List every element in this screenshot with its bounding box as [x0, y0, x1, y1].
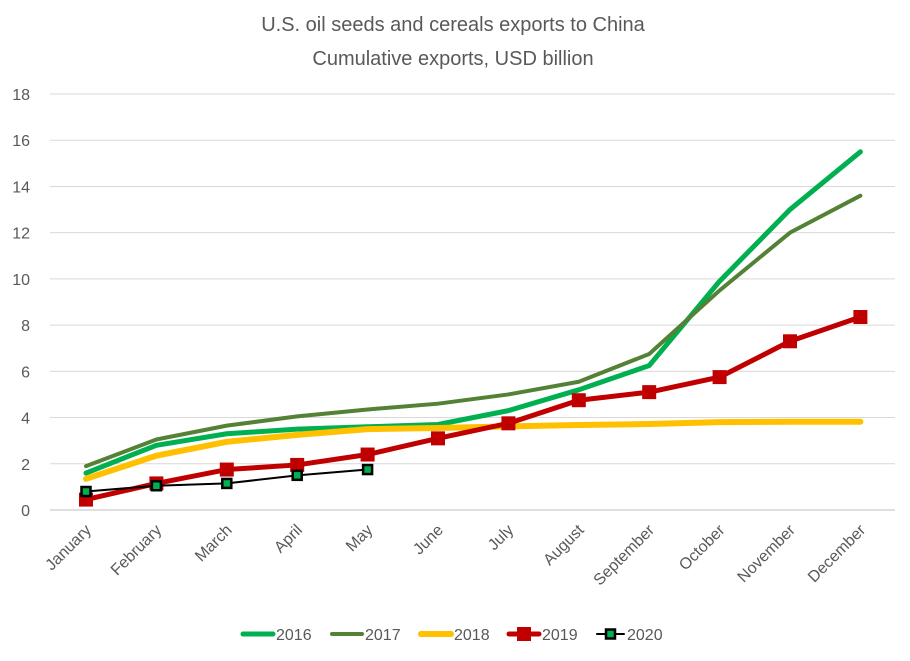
legend-label: 2020 — [627, 627, 663, 644]
x-tick-label: August — [540, 521, 588, 569]
data-point — [360, 447, 375, 462]
y-tick-label: 8 — [21, 318, 30, 335]
legend: 2016 2017 2018 2019 2020 — [240, 627, 663, 644]
series-line-2016 — [83, 149, 863, 476]
data-point — [712, 370, 727, 385]
x-tick-label: December — [805, 521, 870, 586]
x-tick-label: November — [735, 521, 800, 586]
legend-item-2016: 2016 — [240, 627, 312, 644]
data-point — [150, 479, 163, 492]
x-tick-label: July — [485, 522, 517, 554]
series-2016 — [83, 149, 863, 476]
series-lines — [79, 149, 868, 507]
data-point — [431, 431, 445, 446]
y-axis-ticks: 0 2 4 6 8 10 12 14 16 18 — [12, 87, 30, 520]
series-2019 — [79, 310, 868, 507]
data-point — [291, 469, 303, 482]
legend-marker — [517, 627, 531, 641]
series-line-2019 — [83, 314, 863, 503]
series-2017 — [84, 193, 863, 469]
y-tick-label: 10 — [12, 272, 30, 289]
x-tick-label: June — [410, 522, 447, 559]
y-tick-label: 16 — [12, 133, 30, 150]
series-2020 — [80, 463, 374, 498]
legend-label: 2016 — [276, 627, 312, 644]
data-point — [290, 457, 305, 472]
legend-label: 2018 — [454, 627, 490, 644]
data-point — [361, 463, 374, 476]
x-tick-label: February — [108, 522, 165, 579]
y-tick-label: 18 — [12, 87, 30, 104]
series-line-2017 — [84, 193, 863, 469]
legend-label: 2017 — [365, 627, 401, 644]
data-point — [501, 416, 516, 431]
y-tick-label: 4 — [21, 411, 30, 428]
data-point — [853, 310, 868, 325]
data-point — [571, 393, 586, 408]
y-tick-label: 2 — [21, 457, 30, 474]
legend-item-2018: 2018 — [418, 627, 490, 644]
x-tick-label: October — [676, 521, 729, 574]
legend-item-2020: 2020 — [596, 627, 663, 644]
data-point — [783, 334, 797, 349]
series-2018 — [83, 418, 864, 482]
chart-subtitle: Cumulative exports, USD billion — [312, 48, 593, 70]
legend-item-2019: 2019 — [506, 627, 578, 644]
legend-label: 2019 — [542, 627, 578, 644]
y-tick-label: 6 — [21, 364, 30, 381]
data-point — [80, 485, 92, 498]
y-tick-label: 0 — [21, 503, 30, 520]
x-tick-label: January — [43, 522, 95, 574]
series-line-2018 — [83, 418, 864, 482]
x-axis-ticks: January February March April May June July Augu… — [43, 521, 870, 589]
gridlines — [50, 93, 895, 511]
x-tick-label: September — [591, 521, 659, 589]
y-tick-label: 12 — [12, 226, 30, 243]
data-point — [221, 477, 233, 490]
legend-marker — [604, 628, 617, 640]
data-point — [642, 385, 657, 400]
x-tick-label: April — [271, 522, 306, 557]
x-tick-label: March — [192, 522, 235, 565]
chart-title: U.S. oil seeds and cereals exports to Ch… — [261, 14, 645, 36]
legend-item-2017: 2017 — [330, 627, 401, 644]
x-tick-label: May — [343, 522, 376, 555]
data-point — [219, 462, 234, 477]
y-tick-label: 14 — [12, 179, 30, 196]
